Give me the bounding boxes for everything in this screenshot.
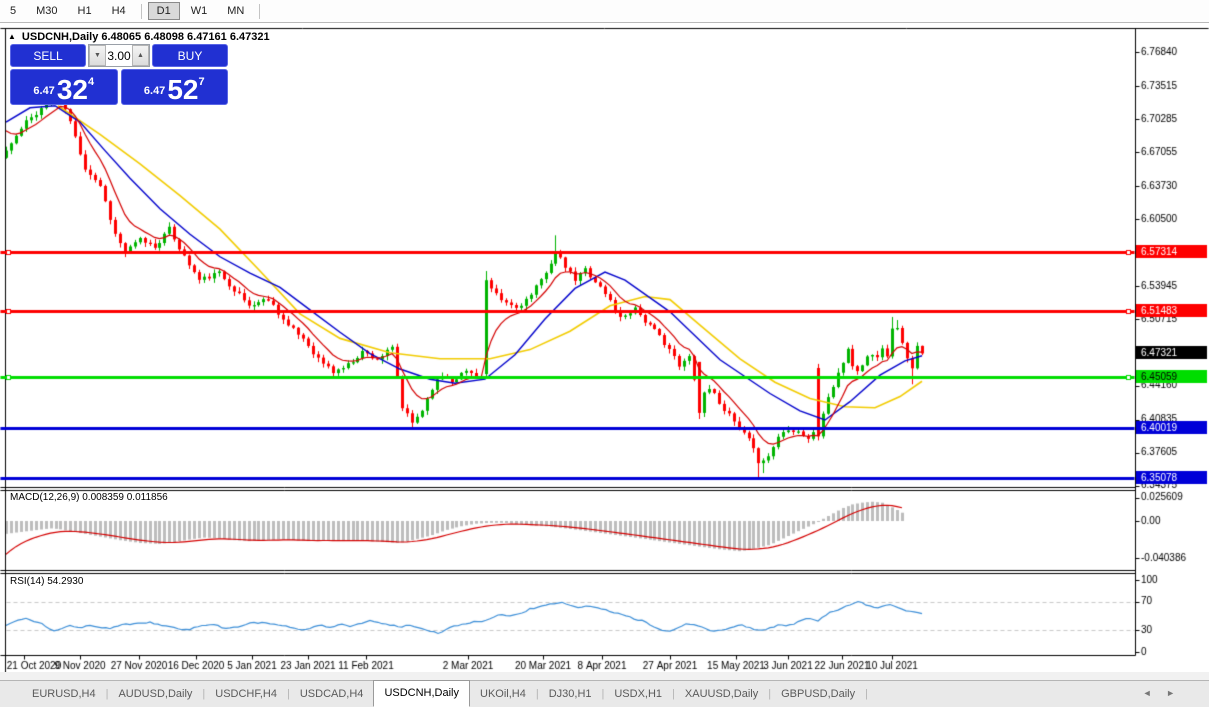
timeframe-mn-button[interactable]: MN [227, 5, 245, 17]
buy-button[interactable]: BUY [152, 44, 228, 67]
tab-separator: | [105, 688, 109, 700]
chart-title-text: USDCNH,Daily 6.48065 6.48098 6.47161 6.4… [21, 31, 270, 43]
timeframe-w1-button[interactable]: W1 [190, 5, 208, 17]
volume-increase-button[interactable]: ▲ [132, 45, 149, 66]
tab-separator: | [768, 688, 772, 700]
rsi-indicator-label: RSI(14) 54.2930 [10, 576, 84, 587]
timeframe-d1-button[interactable]: D1 [147, 2, 180, 20]
volume-decrease-button[interactable]: ▼ [89, 45, 106, 66]
buy-price-sup: 7 [198, 76, 205, 88]
tab-separator: | [535, 688, 539, 700]
buy-price-box[interactable]: 6.47 52 7 [120, 69, 228, 106]
chart-canvas[interactable] [0, 27, 1209, 677]
timeframe-h4-button[interactable]: H4 [111, 5, 126, 17]
tab-dj30-h1[interactable]: DJ30,H1 [548, 688, 592, 700]
buy-price-big: 52 [167, 74, 199, 106]
sell-price-prefix: 6.47 [33, 85, 55, 97]
tab-separator: | [202, 688, 206, 700]
buy-price-prefix: 6.47 [143, 85, 166, 97]
tab-eurusd-h4[interactable]: EURUSD,H4 [32, 688, 96, 700]
tab-usdx-h1[interactable]: USDX,H1 [614, 688, 663, 700]
tab-usdcad-h4[interactable]: USDCAD,H4 [299, 688, 364, 700]
timeframe-h1-button[interactable]: H1 [77, 5, 92, 17]
volume-stepper: ▼ 3.00 ▲ [88, 44, 150, 67]
toolbar-separator [140, 3, 142, 19]
tab-gbpusd-daily[interactable]: GBPUSD,Daily [781, 688, 856, 700]
tab-scroll-right-icon[interactable]: ► [1166, 688, 1175, 698]
tab-separator: | [865, 688, 868, 700]
timeframe-m30-button[interactable]: M30 [36, 5, 58, 17]
volume-value[interactable]: 3.00 [107, 48, 131, 63]
sell-price-sup: 4 [87, 76, 95, 88]
chart-tab-bar: EURUSD,H4 | AUDUSD,Daily | USDCHF,H4 | USDC… [0, 680, 1209, 707]
tab-separator: | [672, 688, 675, 700]
tab-audusd-daily[interactable]: AUDUSD,Daily [118, 688, 193, 700]
one-click-trading-panel: SELL ▼ 3.00 ▲ BUY 6.47 32 4 6.47 52 7 [10, 44, 228, 105]
sell-price-big: 32 [56, 74, 88, 106]
tab-ukoil-h4[interactable]: UKOil,H4 [480, 688, 526, 700]
tab-separator: | [601, 688, 605, 700]
timeframe-m5-button[interactable]: 5 [10, 5, 17, 17]
timeframe-toolbar: 5 M30 H1 H4 D1 W1 MN [0, 0, 1209, 23]
sell-price-box[interactable]: 6.47 32 4 [10, 69, 118, 105]
chart-window-title: ▲ USDCNH,Daily 6.48065 6.48098 6.47161 6.… [8, 31, 270, 43]
tab-usdchf-h4[interactable]: USDCHF,H4 [215, 688, 277, 700]
tab-scroll-arrows[interactable]: ◄ ► [1131, 688, 1209, 707]
window-bottom-strip [0, 672, 1209, 680]
sell-button[interactable]: SELL [10, 44, 86, 67]
tab-separator: | [287, 688, 290, 700]
tab-scroll-left-icon[interactable]: ◄ [1142, 688, 1152, 698]
toolbar-separator [259, 3, 261, 19]
tab-usdcnh-daily[interactable]: USDCNH,Daily [373, 680, 470, 707]
macd-indicator-label: MACD(12,26,9) 0.008359 0.011856 [10, 492, 168, 503]
collapse-triangle-icon[interactable]: ▲ [8, 32, 16, 41]
tab-xauusd-daily[interactable]: XAUUSD,Daily [684, 688, 759, 700]
